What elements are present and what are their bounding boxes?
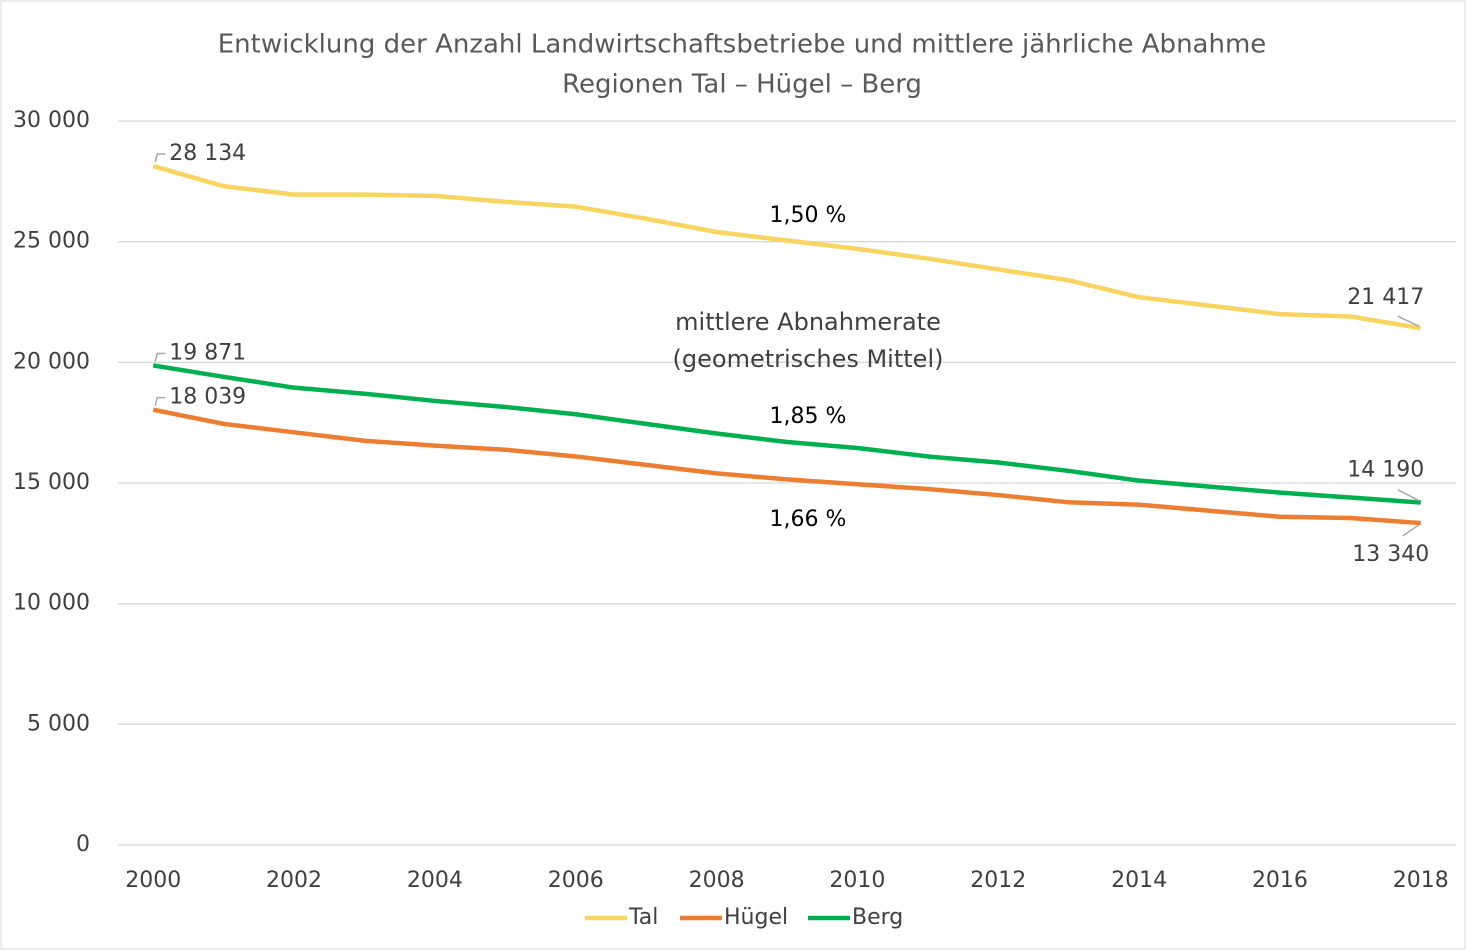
- data-label: 13 340: [1352, 542, 1429, 567]
- x-tick-label: 2014: [1111, 868, 1167, 893]
- leader-line: [1402, 524, 1420, 537]
- chart-title: Entwicklung der Anzahl Landwirtschaftsbe…: [218, 30, 1267, 60]
- x-tick-label: 2018: [1393, 868, 1449, 893]
- data-label: 14 190: [1347, 458, 1424, 483]
- y-tick-label: 15 000: [13, 470, 90, 495]
- annotation: 1,66 %: [770, 507, 847, 532]
- annotation: mittlere Abnahmerate: [675, 308, 941, 336]
- leader-line: [154, 153, 166, 163]
- chart-subtitle: Regionen Tal – Hügel – Berg: [562, 70, 922, 100]
- data-label: 19 871: [169, 340, 246, 365]
- leader-line: [154, 352, 166, 362]
- data-label: 28 134: [169, 141, 246, 166]
- leader-line: [154, 396, 166, 406]
- x-tick-label: 2012: [970, 868, 1026, 893]
- y-tick-label: 5 000: [27, 711, 90, 736]
- leader-line: [1397, 489, 1420, 502]
- x-tick-label: 2016: [1252, 868, 1308, 893]
- x-tick-label: 2000: [125, 868, 181, 893]
- legend-label: Tal: [628, 905, 658, 930]
- y-tick-label: 0: [76, 832, 90, 857]
- leader-line: [1397, 315, 1420, 327]
- y-tick-label: 25 000: [13, 229, 90, 254]
- series-line: [152, 407, 1421, 526]
- x-tick-label: 2004: [407, 868, 463, 893]
- legend-label: Hügel: [724, 905, 788, 930]
- data-label: 18 039: [169, 385, 246, 410]
- legend-label: Berg: [852, 905, 903, 930]
- x-tick-label: 2010: [829, 868, 885, 893]
- annotation: (geometrisches Mittel): [673, 345, 944, 373]
- data-label: 21 417: [1347, 285, 1424, 310]
- x-tick-label: 2002: [266, 868, 322, 893]
- y-tick-label: 20 000: [13, 349, 90, 374]
- y-tick-label: 10 000: [13, 591, 90, 616]
- series-line: [152, 363, 1421, 505]
- y-tick-label: 30 000: [13, 108, 90, 133]
- series-line: [152, 163, 1422, 331]
- annotation: 1,85 %: [770, 404, 847, 429]
- x-tick-label: 2006: [548, 868, 604, 893]
- x-tick-label: 2008: [689, 868, 745, 893]
- annotation: 1,50 %: [770, 203, 847, 228]
